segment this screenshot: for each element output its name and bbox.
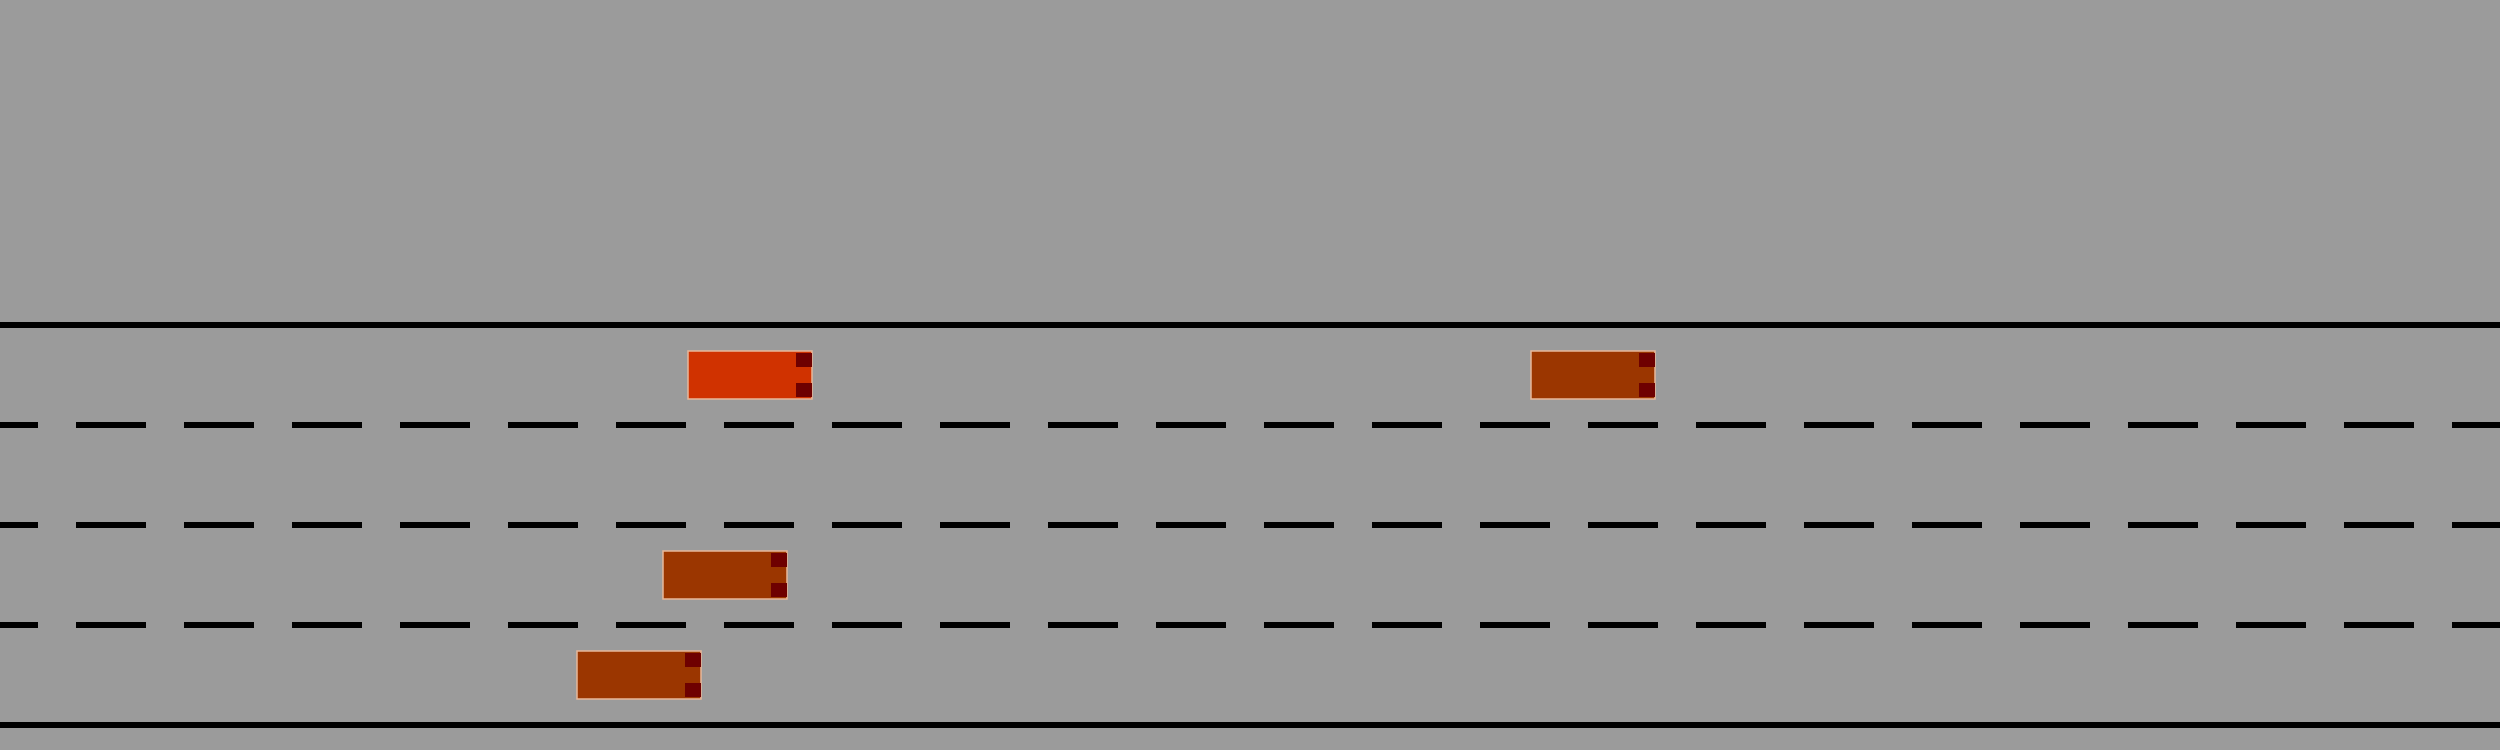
- car-light-top: [796, 353, 812, 367]
- lane-dash: [2020, 622, 2090, 628]
- car-body: [662, 550, 788, 600]
- lane-dash: [832, 622, 902, 628]
- lane-dash: [2128, 522, 2198, 528]
- lane-dash: [400, 622, 470, 628]
- lane-dash: [292, 422, 362, 428]
- lane-dash: [184, 422, 254, 428]
- lane-dash: [940, 522, 1010, 528]
- lane-dash: [1588, 422, 1658, 428]
- lane-dash: [616, 522, 686, 528]
- lane-dash: [940, 622, 1010, 628]
- lane-markings: [0, 322, 2500, 728]
- lane-dash: [1912, 422, 1982, 428]
- road-edge-top: [0, 322, 2500, 328]
- car-light-top: [771, 553, 787, 567]
- lane-dash: [2020, 522, 2090, 528]
- lane-dash: [76, 422, 146, 428]
- car-light-bottom: [796, 383, 812, 397]
- lane-dash: [2020, 422, 2090, 428]
- lane-dash: [1264, 622, 1334, 628]
- lane-dash: [2128, 422, 2198, 428]
- lane-dash: [292, 522, 362, 528]
- lane-dash: [1264, 422, 1334, 428]
- lane-dash: [0, 422, 38, 428]
- car-light-bottom: [1639, 383, 1655, 397]
- lane-dash: [1804, 522, 1874, 528]
- player-car: [687, 350, 813, 400]
- lane-dash: [2452, 422, 2500, 428]
- lane-dash: [508, 522, 578, 528]
- lane-divider: [0, 522, 2500, 528]
- lane-dash: [832, 422, 902, 428]
- lane-dash: [0, 622, 38, 628]
- lane-dash: [940, 422, 1010, 428]
- lane-dash: [1588, 622, 1658, 628]
- traffic-car: [576, 650, 702, 700]
- lane-dash: [1912, 622, 1982, 628]
- lane-dash: [2452, 622, 2500, 628]
- vehicles: [576, 350, 1656, 700]
- lane-dash: [1480, 622, 1550, 628]
- lane-dash: [724, 522, 794, 528]
- lane-dash: [2344, 422, 2414, 428]
- car-light-top: [1639, 353, 1655, 367]
- lane-dash: [1156, 522, 1226, 528]
- lane-dash: [2344, 522, 2414, 528]
- lane-dash: [1156, 422, 1226, 428]
- car-body: [576, 650, 702, 700]
- lane-dash: [1804, 622, 1874, 628]
- lane-dash: [1480, 422, 1550, 428]
- traffic-car: [1530, 350, 1656, 400]
- lane-dash: [724, 422, 794, 428]
- lane-dash: [1696, 522, 1766, 528]
- lane-dash: [1048, 422, 1118, 428]
- lane-dash: [1156, 622, 1226, 628]
- lane-dash: [616, 622, 686, 628]
- lane-dash: [616, 422, 686, 428]
- car-light-bottom: [771, 583, 787, 597]
- lane-dash: [2236, 622, 2306, 628]
- lane-dash: [1588, 522, 1658, 528]
- lane-dash: [832, 522, 902, 528]
- lane-dash: [1372, 622, 1442, 628]
- lane-dash: [76, 522, 146, 528]
- lane-dash: [2344, 622, 2414, 628]
- lane-dash: [1480, 522, 1550, 528]
- traffic-car: [662, 550, 788, 600]
- lane-divider: [0, 422, 2500, 428]
- lane-divider: [0, 622, 2500, 628]
- lane-dash: [2128, 622, 2198, 628]
- lane-dash: [292, 622, 362, 628]
- lane-dash: [1696, 622, 1766, 628]
- lane-dash: [1048, 522, 1118, 528]
- lane-dash: [1912, 522, 1982, 528]
- lane-dash: [1048, 622, 1118, 628]
- lane-dash: [2452, 522, 2500, 528]
- lane-dash: [508, 422, 578, 428]
- lane-dash: [1372, 422, 1442, 428]
- lane-dash: [76, 622, 146, 628]
- car-body: [687, 350, 813, 400]
- lane-dash: [1804, 422, 1874, 428]
- car-light-bottom: [685, 683, 701, 697]
- lane-dash: [508, 622, 578, 628]
- lane-dash: [184, 522, 254, 528]
- lane-dash: [0, 522, 38, 528]
- lane-dash: [184, 622, 254, 628]
- lane-dash: [2236, 522, 2306, 528]
- lane-dash: [1696, 422, 1766, 428]
- lane-dash: [400, 422, 470, 428]
- car-light-top: [685, 653, 701, 667]
- lane-dash: [1372, 522, 1442, 528]
- road-edge-bottom: [0, 722, 2500, 728]
- lane-dash: [724, 622, 794, 628]
- lane-dash: [400, 522, 470, 528]
- lane-dash: [2236, 422, 2306, 428]
- lane-dash: [1264, 522, 1334, 528]
- car-body: [1530, 350, 1656, 400]
